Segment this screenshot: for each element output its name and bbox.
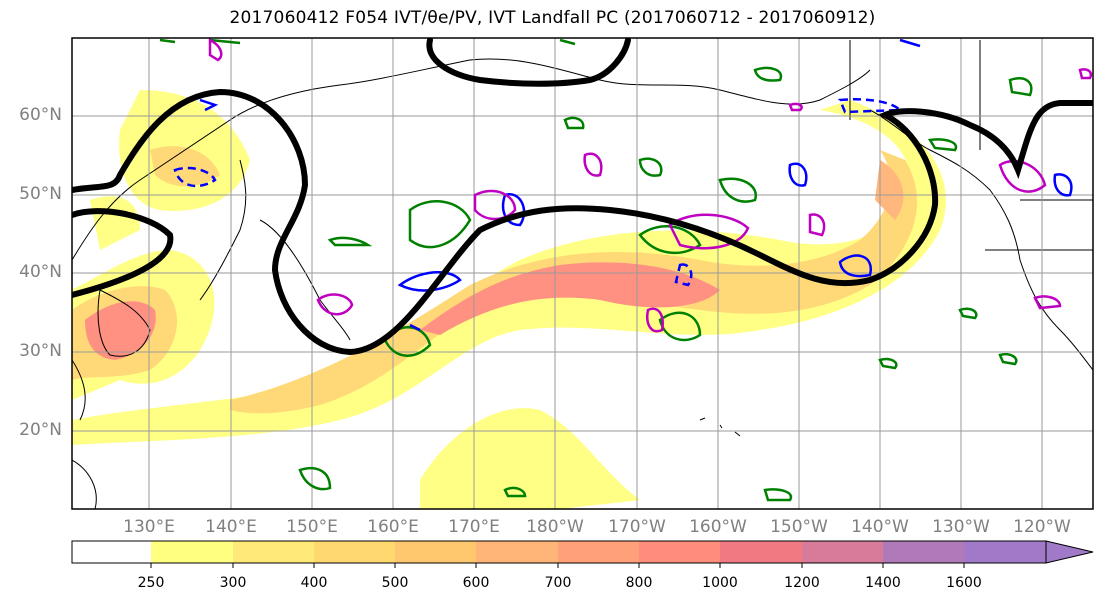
colorbar-tick-label: 500	[381, 575, 409, 591]
colorbar-tick-label: 700	[544, 575, 572, 591]
colorbar-tick-label: 400	[300, 575, 328, 591]
colorbar-bin	[151, 541, 233, 563]
colorbar-bin	[558, 541, 639, 563]
colorbar-tick-label: 1600	[946, 575, 982, 591]
colorbar-bin	[72, 541, 151, 563]
lon-label: 170°W	[608, 517, 666, 537]
colorbar-bin	[883, 541, 964, 563]
lon-label: 150°E	[286, 517, 338, 537]
theta-e-contour	[72, 38, 1093, 356]
colorbar-tick-label: 600	[462, 575, 490, 591]
colorbar-bin	[802, 541, 883, 563]
lon-label: 180°W	[526, 517, 584, 537]
colorbar-tick-label: 1200	[784, 575, 820, 591]
colorbar-frame	[71, 540, 1047, 564]
colorbar-tick-label: 250	[137, 575, 165, 591]
colorbar-tick-label: 800	[625, 575, 653, 591]
map-title: 2017060412 F054 IVT/θe/PV, IVT Landfall …	[229, 8, 876, 28]
lat-label: 50°N	[19, 184, 62, 204]
colorbar-tick-label: 1000	[702, 575, 738, 591]
lon-label: 150°W	[770, 517, 828, 537]
coastlines	[72, 40, 1093, 509]
lon-label: 160°W	[689, 517, 747, 537]
colorbar-tick-label: 1400	[865, 575, 901, 591]
colorbar-bin	[639, 541, 720, 563]
lat-label: 40°N	[19, 262, 62, 282]
colorbar-bin	[314, 541, 395, 563]
colorbar-bin	[233, 541, 314, 563]
lon-label: 120°W	[1013, 517, 1071, 537]
colorbar-extend-arrow	[1045, 540, 1094, 564]
colorbar-bin	[964, 541, 1046, 563]
lon-label: 130°W	[932, 517, 990, 537]
colorbar	[71, 540, 1094, 568]
colorbar-tick-label: 300	[219, 575, 247, 591]
colorbar-bin	[395, 541, 476, 563]
map-frame	[71, 37, 1094, 510]
lon-label: 140°W	[851, 517, 909, 537]
lon-label: 140°E	[205, 517, 257, 537]
lat-label: 20°N	[19, 420, 62, 440]
lon-label: 160°E	[367, 517, 419, 537]
lon-label: 130°E	[123, 517, 175, 537]
colorbar-bin	[476, 541, 558, 563]
graticule	[72, 38, 1093, 509]
pv-contours-blue	[173, 38, 1073, 332]
lat-label: 60°N	[19, 105, 62, 125]
pv-contours-green	[159, 38, 1033, 502]
lon-label: 170°E	[448, 517, 500, 537]
pv-contours-magenta	[208, 38, 1093, 333]
lat-label: 30°N	[19, 341, 62, 361]
colorbar-bin	[720, 541, 802, 563]
